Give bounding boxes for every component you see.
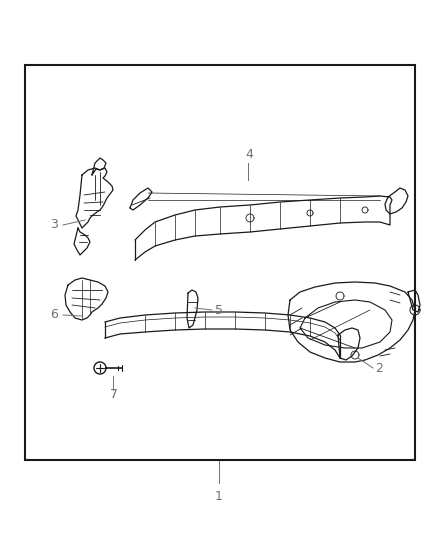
Text: 7: 7 xyxy=(110,389,118,401)
Text: 3: 3 xyxy=(50,219,58,231)
Bar xyxy=(25,65,415,460)
Text: 6: 6 xyxy=(50,309,58,321)
Text: 1: 1 xyxy=(215,490,223,503)
Text: 5: 5 xyxy=(215,303,223,317)
Text: 4: 4 xyxy=(245,149,253,161)
Text: 2: 2 xyxy=(375,361,383,375)
